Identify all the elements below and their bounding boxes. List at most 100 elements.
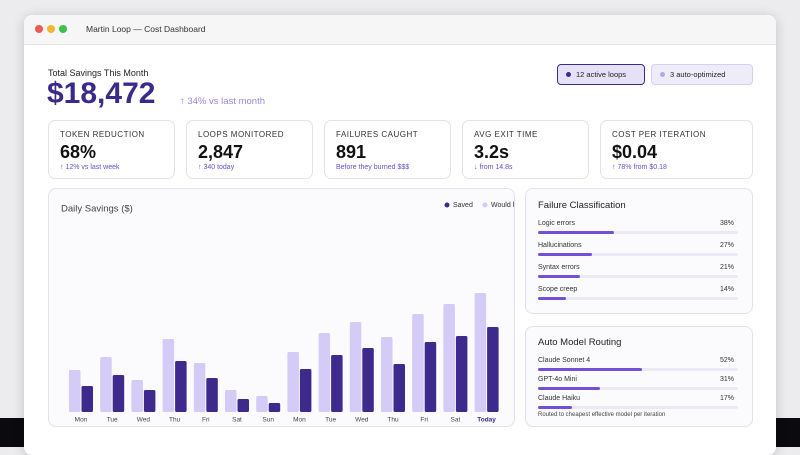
- row-label: Claude Haiku: [538, 395, 581, 402]
- stat-value: $0.04: [612, 142, 658, 162]
- stat-card: FAILURES CAUGHT 891 Before they burned $$$: [324, 120, 451, 179]
- bar: [299, 369, 312, 412]
- x-tick-label: Sun: [262, 417, 274, 424]
- x-tick-label: Mon: [75, 417, 88, 424]
- progress-bar: [538, 387, 600, 390]
- chart-panel: Daily Savings ($) Saved Would have Mon Tue W…: [48, 188, 515, 427]
- bar: [443, 304, 455, 412]
- bar: [112, 375, 125, 412]
- bar: [349, 322, 362, 412]
- savings-change: ↑ 34% vs last month: [180, 96, 266, 107]
- row-value: 27%: [719, 242, 734, 249]
- bar: [256, 396, 268, 412]
- x-tick-label: Wed: [137, 417, 151, 424]
- stat-card: TOKEN REDUCTION 68% ↑ 12% vs last week: [48, 120, 175, 179]
- stat-card: COST PER ITERATION $0.04 ↑ 78% from $0.18: [600, 120, 753, 179]
- stat-sub: ↓ from 14.8s: [474, 164, 513, 171]
- stat-value: 891: [336, 142, 367, 162]
- bar: [381, 337, 393, 412]
- stat-label: LOOPS MONITORED: [198, 130, 285, 139]
- x-tick-label: Sat: [451, 417, 461, 424]
- bar: [287, 352, 299, 412]
- row-value: 31%: [719, 376, 734, 383]
- bar: [206, 378, 218, 412]
- bar: [225, 390, 237, 412]
- progress-bar: [538, 275, 580, 278]
- badge-text: 3 auto-optimized: [670, 70, 726, 79]
- routing-note: Routed to cheapest effective model per i…: [538, 412, 666, 418]
- x-tick-label: Mon: [293, 417, 306, 424]
- bar: [487, 327, 499, 412]
- bar: [393, 364, 405, 412]
- title-bar: Martin Loop — Cost Dashboard: [24, 15, 776, 45]
- savings-label: Total Savings This Month: [48, 68, 149, 78]
- row-label: Syntax errors: [538, 264, 580, 271]
- panel-title: Failure Classification: [538, 200, 626, 211]
- bar: [193, 363, 206, 412]
- row-value: 52%: [719, 357, 734, 364]
- bar: [331, 355, 343, 412]
- progress-track: [538, 406, 738, 409]
- failure-panel: Failure Classification Logic errors 38% Ha…: [525, 188, 753, 314]
- x-tick-label: Fri: [420, 417, 428, 424]
- row-value: 14%: [719, 286, 734, 293]
- progress-bar: [538, 231, 614, 234]
- legend-swatch: [444, 202, 450, 208]
- savings-amount: $18,472: [47, 77, 156, 110]
- stat-card: LOOPS MONITORED 2,847 ↑ 340 today: [186, 120, 313, 179]
- legend-label: Saved: [453, 202, 473, 209]
- x-tick-label: Tue: [107, 417, 118, 424]
- badge[interactable]: 3 auto-optimized: [651, 64, 753, 85]
- bar: [81, 386, 93, 412]
- stat-value: 3.2s: [474, 142, 510, 162]
- stat-sub: ↑ 12% vs last week: [60, 164, 120, 171]
- bar: [268, 403, 281, 412]
- badge-text: 12 active loops: [576, 70, 627, 79]
- progress-bar: [538, 297, 566, 300]
- bar: [455, 336, 468, 412]
- stat-label: TOKEN REDUCTION: [60, 130, 145, 139]
- chart: Daily Savings ($) Saved Would have Mon Tue W…: [61, 202, 514, 424]
- stat-card: AVG EXIT TIME 3.2s ↓ from 14.8s: [462, 120, 589, 179]
- stat-label: AVG EXIT TIME: [474, 130, 538, 139]
- bar: [474, 293, 487, 412]
- minimize-button[interactable]: [47, 25, 55, 33]
- bar: [424, 342, 437, 412]
- x-tick-label: Fri: [202, 417, 210, 424]
- bar: [318, 333, 331, 412]
- bar: [100, 357, 112, 412]
- row-label: Logic errors: [538, 220, 575, 227]
- x-tick-label: Thu: [169, 417, 181, 424]
- bar: [237, 399, 249, 412]
- chart-title: Daily Savings ($): [61, 204, 133, 215]
- progress-bar: [538, 406, 572, 409]
- row-label: GPT-4o Mini: [538, 376, 577, 383]
- bar: [143, 390, 156, 412]
- bar: [131, 380, 143, 412]
- row-label: Claude Sonnet 4: [538, 357, 591, 364]
- row-label: Scope creep: [538, 286, 578, 293]
- app-window: Martin Loop — Cost Dashboard Total Savin…: [24, 15, 776, 455]
- row-value: 17%: [719, 395, 734, 402]
- stat-value: 2,847: [198, 142, 244, 162]
- x-tick-label: Tue: [325, 417, 336, 424]
- routing-panel: Auto Model Routing Routed to cheapest ef…: [525, 326, 753, 427]
- x-tick-label: Sat: [232, 417, 242, 424]
- progress-track: [538, 275, 738, 278]
- stat-sub: Before they burned $$$: [336, 164, 410, 171]
- zoom-button[interactable]: [59, 25, 67, 33]
- panel-title: Auto Model Routing: [538, 337, 622, 348]
- close-button[interactable]: [35, 25, 43, 33]
- badge[interactable]: 12 active loops: [557, 64, 645, 85]
- stat-label: COST PER ITERATION: [612, 130, 707, 139]
- bar: [412, 314, 424, 412]
- stat-value: 68%: [60, 142, 97, 162]
- x-tick-label: Today: [477, 417, 496, 424]
- progress-bar: [538, 253, 592, 256]
- bar: [362, 348, 374, 412]
- bar: [162, 339, 175, 412]
- legend-swatch: [482, 202, 488, 208]
- bar: [175, 361, 187, 412]
- row-value: 21%: [719, 264, 734, 271]
